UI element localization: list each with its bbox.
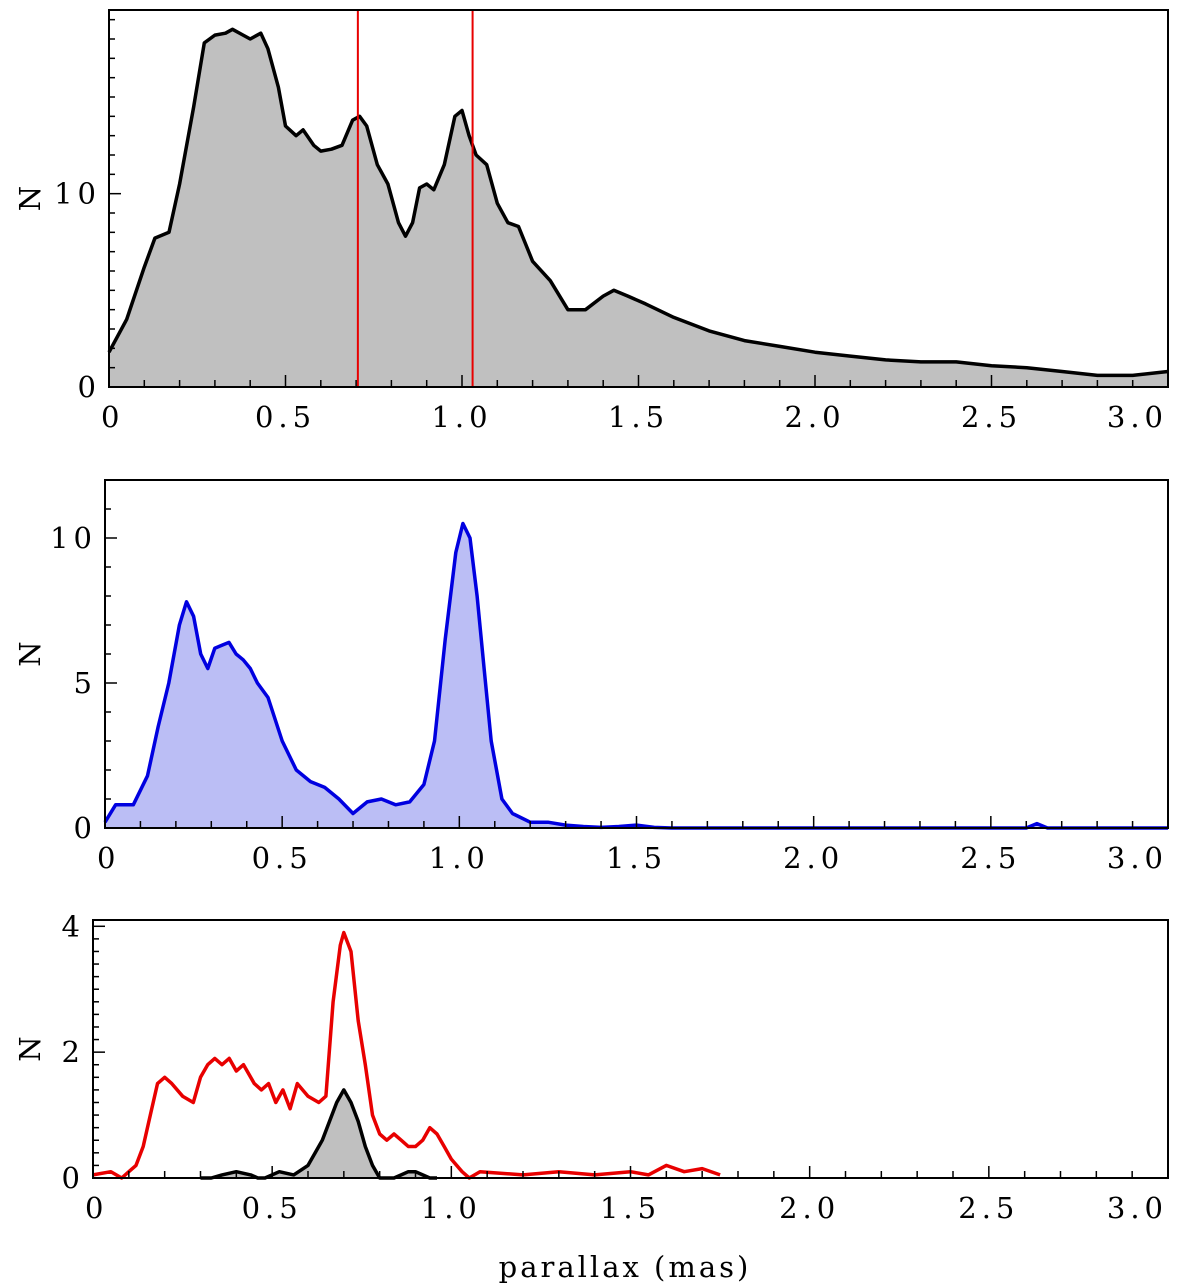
panel-middle-y-tick-label: 5 bbox=[74, 666, 97, 700]
panel-middle-series-0-area bbox=[105, 523, 1168, 828]
panel-top-series-0-area bbox=[109, 29, 1168, 388]
panel-middle-x-tick-label: 0.5 bbox=[252, 841, 313, 875]
panel-bottom-series-1-area bbox=[200, 1089, 437, 1178]
panel-bottom-y-tick-label: 2 bbox=[62, 1035, 85, 1069]
panel-top-x-tick-label: 2.5 bbox=[961, 400, 1022, 434]
panel-bottom-x-tick-label: 0 bbox=[85, 1191, 108, 1225]
panel-middle-x-tick-label: 1.5 bbox=[606, 841, 667, 875]
panel-bottom-x-tick-label: 2.5 bbox=[958, 1191, 1019, 1225]
panel-top-x-tick-label: 2.0 bbox=[784, 400, 845, 434]
panel-bottom-frame bbox=[92, 919, 1169, 1179]
panel-top-y-tick-label: 10 bbox=[54, 177, 101, 211]
panel-bottom-y-tick-label: 0 bbox=[62, 1161, 85, 1195]
panel-middle-x-tick-label: 2.0 bbox=[783, 841, 844, 875]
panel-bottom-y-tick-label: 4 bbox=[62, 909, 85, 943]
panel-bottom: 0 0.5 1.0 1.5 2.0 2.5 3.0 0 2 4 N bbox=[13, 909, 1169, 1225]
panel-top-x-tick-label: 1.5 bbox=[608, 400, 669, 434]
panel-top-x-tick-label: 0.5 bbox=[255, 400, 316, 434]
panel-top-x-tick-label: 3.0 bbox=[1107, 400, 1168, 434]
panel-top: 0 0.5 1.0 1.5 2.0 2.5 3.0 0 10 N bbox=[13, 9, 1169, 434]
panel-top-series-0-line bbox=[107, 27, 1169, 378]
panel-middle-y-axis-title: N bbox=[13, 641, 47, 666]
panel-bottom-y-axis-title: N bbox=[13, 1036, 47, 1061]
panel-top-y-axis-title: N bbox=[13, 186, 47, 211]
panel-middle-x-tick-label: 1.0 bbox=[429, 841, 490, 875]
panel-middle-y-tick-label: 10 bbox=[50, 521, 97, 555]
panel-bottom-series-1-line bbox=[200, 1088, 437, 1180]
panel-middle-x-tick-label: 2.5 bbox=[960, 841, 1021, 875]
panel-bottom-x-tick-label: 2.0 bbox=[779, 1191, 840, 1225]
panel-bottom-series-0-line bbox=[92, 930, 721, 1180]
panel-middle-x-tick-label: 3.0 bbox=[1107, 841, 1168, 875]
panel-middle-series-0-line bbox=[103, 521, 1168, 830]
panel-top-y-tick-label: 0 bbox=[78, 370, 101, 404]
panel-bottom-x-tick-label: 3.0 bbox=[1107, 1191, 1168, 1225]
panel-middle-y-tick-label: 0 bbox=[74, 811, 97, 845]
panel-middle: 0 0.5 1.0 1.5 2.0 2.5 3.0 0 5 10 N bbox=[13, 479, 1169, 875]
panel-bottom-x-tick-label: 1.0 bbox=[421, 1191, 482, 1225]
panel-bottom-x-tick-label: 1.5 bbox=[600, 1191, 661, 1225]
x-axis-title: parallax (mas) bbox=[499, 1250, 752, 1284]
panel-middle-x-tick-label: 0 bbox=[97, 841, 120, 875]
panel-top-x-tick-label: 0 bbox=[101, 400, 124, 434]
panel-bottom-x-tick-label: 0.5 bbox=[242, 1191, 303, 1225]
panel-top-x-tick-label: 1.0 bbox=[431, 400, 492, 434]
